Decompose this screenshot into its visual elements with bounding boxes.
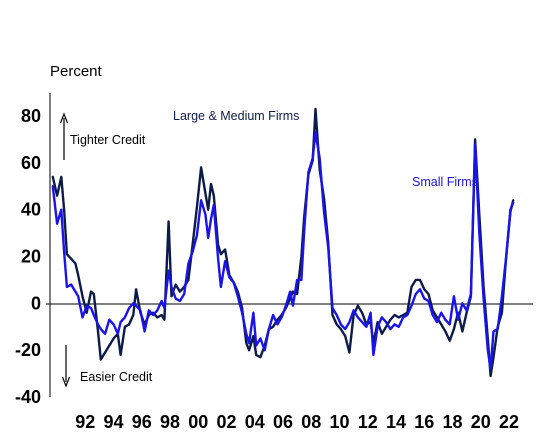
easier-annotation: Easier Credit — [61, 345, 153, 388]
x-tick-label: 08 — [301, 412, 321, 432]
y-tick-label: -20 — [15, 340, 41, 360]
series-label-small-firms: Small Firms — [412, 175, 478, 189]
y-tick-label: 0 — [31, 293, 41, 313]
y-tick-labels: -40 -20 0 20 40 60 80 — [15, 106, 41, 407]
x-tick-label: 10 — [330, 412, 350, 432]
x-tick-label: 92 — [75, 412, 95, 432]
x-tick-label: 22 — [499, 412, 519, 432]
series-label-large-medium-firms: Large & Medium Firms — [173, 109, 299, 123]
series-line-small-firms — [51, 131, 515, 371]
y-tick-label: 20 — [21, 247, 41, 267]
series-line-large-medium-firms — [51, 107, 515, 378]
x-tick-label: 94 — [104, 412, 124, 432]
y-tick-label: 80 — [21, 106, 41, 126]
y-axis-label: Percent — [50, 63, 103, 80]
arrowhead-up-icon — [59, 112, 69, 124]
x-tick-labels: 92 94 96 98 00 02 04 06 08 10 12 14 16 18 20 22 — [75, 412, 519, 432]
tighter-credit-label: Tighter Credit — [70, 133, 146, 147]
y-tick-label: 60 — [21, 153, 41, 173]
x-tick-label: 14 — [386, 412, 406, 432]
x-tick-label: 98 — [160, 412, 180, 432]
y-tick-label: -40 — [15, 387, 41, 407]
series-labels: Large & Medium Firms Small Firms — [173, 109, 478, 189]
x-tick-label: 16 — [414, 412, 434, 432]
easier-credit-label: Easier Credit — [80, 370, 153, 384]
y-tick-label: 40 — [21, 200, 41, 220]
arrowhead-down-icon — [61, 376, 71, 388]
x-tick-label: 00 — [188, 412, 208, 432]
x-tick-label: 04 — [245, 412, 265, 432]
x-tick-label: 06 — [273, 412, 293, 432]
x-tick-label: 18 — [442, 412, 462, 432]
x-tick-label: 20 — [471, 412, 491, 432]
x-tick-label: 96 — [132, 412, 152, 432]
x-tick-label: 12 — [358, 412, 378, 432]
series-lines — [51, 107, 515, 378]
x-tick-label: 02 — [217, 412, 237, 432]
tighter-annotation: Tighter Credit — [59, 112, 146, 160]
